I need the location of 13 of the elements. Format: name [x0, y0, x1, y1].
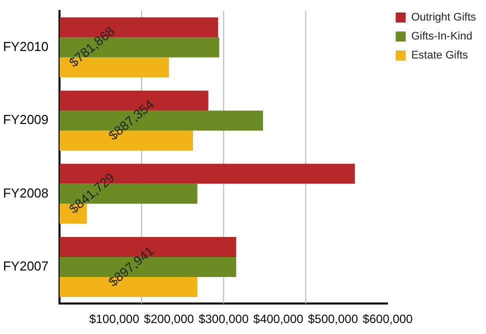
legend-label: Outright Gifts	[411, 12, 476, 24]
y-tick-label: FY2010	[2, 38, 49, 54]
x-tick-label: $100,000	[89, 312, 140, 326]
y-tick-label: FY2009	[2, 112, 49, 128]
x-tick-label: $500,000	[308, 312, 358, 326]
x-tick-label: $300,000	[198, 312, 249, 326]
y-tick-label: FY2007	[2, 258, 49, 274]
legend-label: Gifts-In-Kind	[411, 30, 472, 43]
legend-label: Estate Gifts	[411, 50, 469, 62]
x-tick-label: $400,000	[253, 312, 304, 326]
x-tick-label: $200,000	[144, 312, 194, 326]
x-tick-label: $600,000	[362, 312, 414, 326]
y-tick-label: FY2008	[2, 185, 49, 200]
